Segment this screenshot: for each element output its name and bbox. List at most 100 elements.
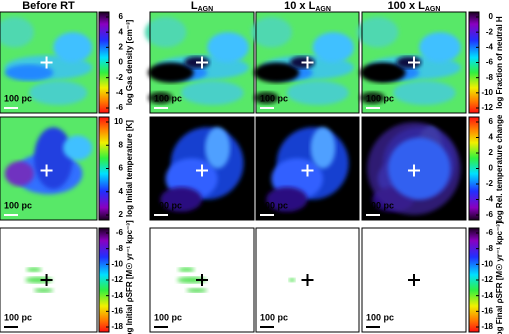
blob — [147, 62, 194, 83]
center-cross — [40, 56, 53, 69]
blob — [181, 80, 244, 105]
colorbar-tick-label: -4 — [486, 195, 494, 204]
colorbar-tick-label: -6 — [116, 103, 124, 112]
blob — [253, 91, 279, 104]
scale-bar — [154, 107, 168, 109]
panel-frame — [149, 11, 255, 114]
scale-bar — [366, 214, 380, 216]
center-cross — [408, 164, 420, 177]
colorbar-label: log Final ρSFR [M☉ yr⁻¹ kpc⁻³] — [495, 221, 504, 334]
title-main: 10 x L — [284, 0, 315, 12]
panel-frame — [0, 11, 98, 114]
panel-frame — [255, 11, 360, 114]
blob — [26, 267, 42, 272]
panel-frame — [149, 116, 255, 221]
scale-label: 100 pc — [260, 312, 288, 322]
colorbar-tick-label: 8 — [119, 140, 124, 149]
blob — [266, 187, 308, 212]
center-cross — [408, 274, 420, 286]
colorbar-tick-label: -12 — [111, 275, 123, 284]
colorbar-tick-label: 4 — [119, 187, 124, 196]
scale-label: 100 pc — [4, 200, 32, 210]
colorbar-tick-label: 6 — [119, 164, 124, 173]
colorbar-tick-label: -6 — [116, 228, 124, 237]
blob — [253, 62, 300, 83]
blob — [359, 91, 385, 104]
panel: 100 pc — [0, 11, 98, 114]
colorbar-tick-label: -6 — [486, 210, 494, 219]
panel-frame — [361, 116, 467, 221]
center-cross — [301, 164, 314, 177]
blob — [419, 32, 461, 63]
scale-label: 100 pc — [366, 200, 394, 210]
colorbar-tick-label: 4 — [489, 133, 494, 142]
panel-frame — [0, 116, 98, 221]
blob — [29, 80, 88, 105]
column-title: 100 x LAGN — [388, 0, 441, 13]
colorbar-label: log Rel. temperature change — [495, 114, 504, 222]
colorbar-tick-label: 10 — [114, 117, 123, 126]
blob — [356, 17, 399, 48]
column-title: LAGN — [191, 0, 213, 13]
colorbar-tick-label: -14 — [481, 291, 493, 300]
center-cross — [301, 274, 314, 286]
title-main: Before RT — [22, 0, 75, 12]
center-cross — [301, 56, 314, 69]
blob — [33, 288, 54, 293]
scale-label: 100 pc — [4, 312, 32, 322]
center-cross — [40, 274, 53, 286]
panel: 100 pc — [255, 227, 360, 333]
panel: 100 pc — [0, 116, 98, 221]
scale-bar — [154, 214, 168, 216]
colorbar-tick-label: -12 — [481, 103, 493, 112]
scale-bar — [366, 326, 380, 328]
colorbar-tick-label: -6 — [486, 58, 494, 67]
blob — [177, 276, 207, 284]
colorbar-label: log Gas density [cm⁻³] — [125, 19, 134, 105]
colorbar-tick-label: -10 — [481, 259, 493, 268]
blob — [33, 127, 73, 190]
colorbar-tick-label: -16 — [111, 306, 123, 315]
colorbar-tick-label: -18 — [111, 322, 123, 331]
blob — [147, 91, 173, 104]
center-cross — [408, 56, 420, 69]
center-cross — [196, 164, 208, 177]
colorbar-tick-label: -2 — [486, 179, 494, 188]
panel: 100 pc — [255, 116, 360, 221]
blob — [4, 64, 54, 81]
scale-label: 100 pc — [260, 93, 288, 103]
colorbar-tick-label: 6 — [119, 12, 124, 21]
panel: 100 pc — [0, 227, 98, 333]
colorbar-tick-label: -8 — [116, 244, 124, 253]
scale-bar — [4, 214, 18, 216]
panel: 100 pc — [361, 116, 467, 221]
scale-label: 100 pc — [154, 200, 182, 210]
panel-frame — [0, 227, 98, 333]
scale-bar — [4, 326, 18, 328]
center-cross — [196, 274, 208, 286]
colorbar-tick-label: -8 — [486, 244, 494, 253]
blob — [144, 17, 187, 48]
colorbar-tick-label: -16 — [481, 306, 493, 315]
colorbar-tick-label: -12 — [481, 275, 493, 284]
column-title: 10 x LAGN — [284, 0, 331, 13]
colorbar-tick-label: 4 — [119, 27, 124, 36]
panel: 100 pc — [149, 227, 255, 333]
title-main: L — [191, 0, 198, 12]
blob — [205, 127, 231, 169]
scale-bar — [4, 107, 18, 109]
scale-label: 100 pc — [4, 93, 32, 103]
blob — [286, 80, 349, 105]
colorbar-label: log Fraction of neutral H — [495, 16, 504, 109]
blob — [207, 32, 249, 63]
blob — [367, 65, 399, 80]
colorbar-tick-label: -18 — [481, 322, 493, 331]
center-cross — [40, 164, 53, 177]
blob — [53, 32, 93, 63]
colorbar-tick-label: -4 — [486, 42, 494, 51]
scale-label: 100 pc — [260, 200, 288, 210]
scale-bar — [260, 326, 274, 328]
title-main: 100 x L — [388, 0, 426, 12]
colorbar-tick-label: -8 — [486, 73, 494, 82]
